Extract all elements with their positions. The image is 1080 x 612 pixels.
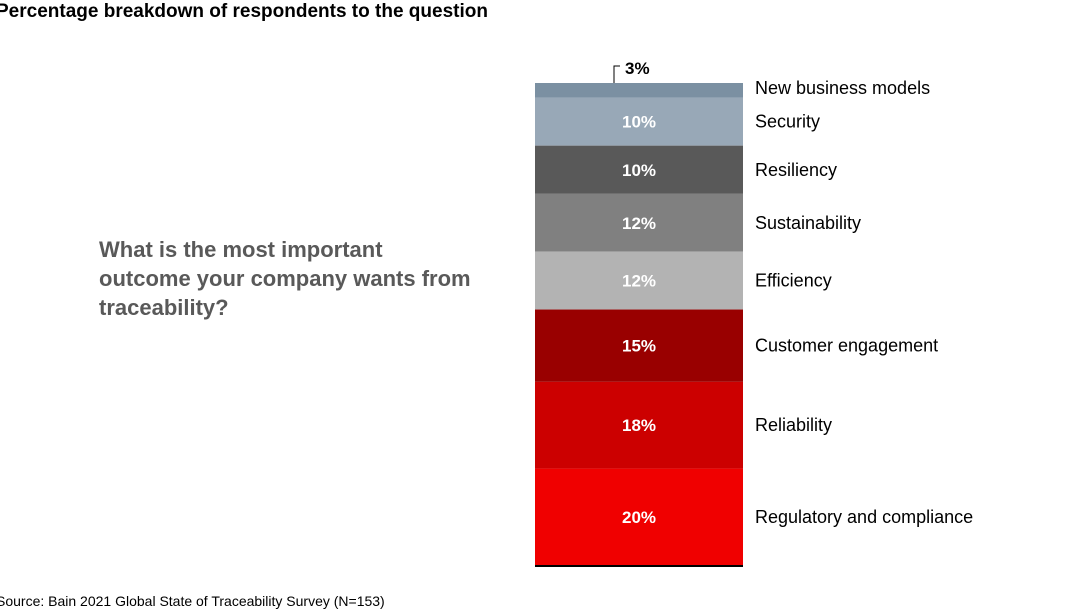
data-label: 18% bbox=[622, 416, 656, 435]
data-label: 12% bbox=[622, 272, 656, 291]
data-label: 10% bbox=[622, 161, 656, 180]
chart-title: Percentage breakdown of respondents to t… bbox=[0, 1, 488, 22]
bar-segment bbox=[535, 251, 743, 310]
category-label: Sustainability bbox=[755, 213, 861, 233]
source-note: Source: Bain 2021 Global State of Tracea… bbox=[0, 593, 385, 609]
data-label: 3% bbox=[625, 59, 650, 78]
survey-question: What is the most important outcome your … bbox=[99, 237, 471, 320]
category-label: Resiliency bbox=[755, 160, 837, 180]
bar-segment bbox=[535, 145, 743, 194]
bar-segment bbox=[535, 381, 743, 469]
bar-segment bbox=[535, 468, 743, 565]
bar-segment bbox=[535, 83, 743, 98]
data-label: 12% bbox=[622, 214, 656, 233]
category-label: Efficiency bbox=[755, 271, 832, 291]
category-label: Reliability bbox=[755, 415, 832, 435]
bar-segment bbox=[535, 97, 743, 146]
category-label: Regulatory and compliance bbox=[755, 507, 973, 527]
bar-segment bbox=[535, 193, 743, 252]
data-label: 10% bbox=[622, 113, 656, 132]
category-label: Customer engagement bbox=[755, 336, 938, 356]
data-label: 15% bbox=[622, 337, 656, 356]
category-label: Security bbox=[755, 112, 820, 132]
data-label: 20% bbox=[622, 508, 656, 527]
bar-segment bbox=[535, 309, 743, 382]
category-label: New business models bbox=[755, 78, 930, 98]
leader-line bbox=[613, 65, 620, 83]
